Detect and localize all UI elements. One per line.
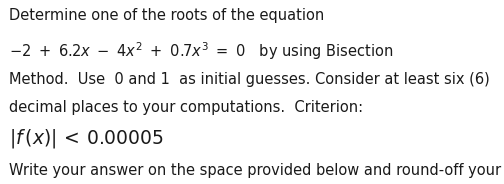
Text: $|f\,(x)|\,<\,0.00005$: $|f\,(x)|\,<\,0.00005$	[9, 127, 164, 150]
Text: Method.  Use  0 and 1  as initial guesses. Consider at least six (6): Method. Use 0 and 1 as initial guesses. …	[9, 72, 490, 87]
Text: decimal places to your computations.  Criterion:: decimal places to your computations. Cri…	[9, 100, 363, 115]
Text: Write your answer on the space provided below and round-off your: Write your answer on the space provided …	[9, 163, 501, 178]
Text: Determine one of the roots of the equation: Determine one of the roots of the equati…	[9, 8, 324, 23]
Text: $-2\ +\ 6.2x\ -\ 4x^2\ +\ 0.7x^3\ =\ 0$   by using Bisection: $-2\ +\ 6.2x\ -\ 4x^2\ +\ 0.7x^3\ =\ 0$ …	[9, 40, 393, 62]
